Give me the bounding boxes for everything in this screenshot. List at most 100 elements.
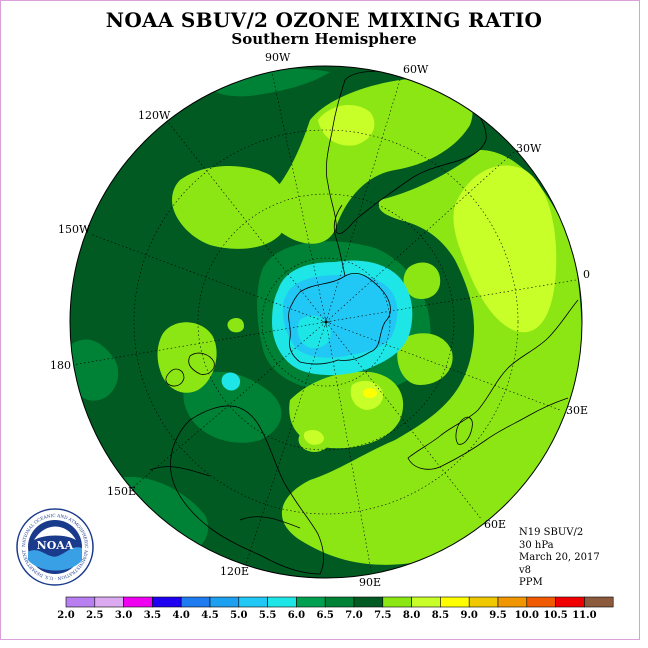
colorbar-tick-label: 6.5 <box>316 610 333 621</box>
region-cyan-inner <box>297 315 331 349</box>
region-yellow-spot <box>363 388 377 398</box>
logo-bird <box>34 526 76 540</box>
meridian-150e <box>129 321 327 491</box>
info-block: N19 SBUV/2 30 hPa March 20, 2017 v8 PPM <box>519 527 600 590</box>
colorbar-ticks: 2.0 2.5 3.0 3.5 4.0 4.5 5.0 5.5 6.0 6.5 7.0 7.5 8.0 8… <box>57 610 596 621</box>
colorbar-swatch <box>324 596 355 608</box>
lat-circle-40 <box>133 129 519 515</box>
region-light-green-small-b <box>227 318 244 333</box>
meridian-0 <box>325 278 582 323</box>
meridian-30e <box>325 321 561 411</box>
colorbar-tick-label: 3.0 <box>115 610 132 621</box>
colorbar-tick-label: 11.0 <box>572 610 596 621</box>
coast-australia <box>170 405 324 575</box>
colorbar-tick-label: 4.0 <box>172 610 189 621</box>
coast-africa <box>407 299 579 470</box>
label-180: 180 <box>50 359 71 372</box>
colorbar-swatch <box>411 596 441 608</box>
logo-wave <box>28 547 82 571</box>
meridian-90w <box>270 67 327 323</box>
label-150w: 150W <box>58 223 91 236</box>
label-120w: 120W <box>138 109 171 122</box>
colorbar-tick-label: 5.5 <box>259 610 276 621</box>
label-90w: 90W <box>265 51 291 64</box>
map-title: NOAA SBUV/2 OZONE MIXING RATIO <box>105 8 543 32</box>
region-light-green-nw <box>172 165 289 249</box>
colorbar-swatch <box>526 596 556 608</box>
graticule <box>71 67 582 577</box>
label-30e: 30E <box>566 404 588 417</box>
colorbar-swatch <box>296 596 326 608</box>
label-0: 0 <box>583 268 590 281</box>
meridian-180 <box>71 321 327 366</box>
colorbar-tick-label: 2.5 <box>86 610 103 621</box>
lat-circle-60 <box>197 193 455 451</box>
coast-peninsula <box>333 204 346 277</box>
colorbar-swatch <box>497 596 528 608</box>
colorbar-tick-label: 7.5 <box>374 610 391 621</box>
region-cyan-west <box>221 372 241 391</box>
meridian-30w <box>325 149 517 323</box>
coast-madagascar <box>455 416 473 445</box>
info-version: v8 <box>519 564 532 576</box>
info-instrument: N19 SBUV/2 <box>519 527 584 538</box>
label-60w: 60W <box>403 63 429 76</box>
colorbar-swatch <box>267 596 297 608</box>
meridian-120w <box>167 121 327 323</box>
label-150e: 150E <box>107 485 136 498</box>
label-60e: 60E <box>484 518 506 531</box>
region-light-green-small-a <box>403 262 441 300</box>
info-units: PPM <box>519 577 543 588</box>
south-pole-marker <box>322 318 330 326</box>
meridian-labels: 90W 60W 30W 120W 150W 0 180 30E 150E 60E… <box>50 51 590 589</box>
colorbar-tick-label: 4.5 <box>201 610 218 621</box>
ozone-field <box>70 66 582 578</box>
colorbar-swatch <box>180 596 211 608</box>
meridian-120e <box>245 321 327 565</box>
colorbar-swatch <box>555 596 585 608</box>
region-mid-green-west <box>70 339 119 401</box>
region-yellow-green-ne <box>453 165 557 333</box>
map-subtitle: Southern Hemisphere <box>231 30 417 48</box>
label-90e: 90E <box>359 576 381 589</box>
colorbar-tick-label: 7.0 <box>345 610 362 621</box>
colorbar-swatch <box>382 596 412 608</box>
colorbar-tick-label: 10.0 <box>515 610 539 621</box>
colorbar-swatch <box>353 596 384 608</box>
coast-new-zealand <box>188 352 215 375</box>
colorbar-tick-label: 2.0 <box>57 610 74 621</box>
colorbar-tick-label: 8.0 <box>403 610 420 621</box>
colorbar-swatch <box>209 596 240 608</box>
colorbar-swatch <box>584 596 614 608</box>
region-light-green-west <box>157 322 217 393</box>
colorbar-tick-label: 3.5 <box>144 610 161 621</box>
logo-text: NOAA <box>37 539 74 552</box>
coast-nz-north <box>165 368 185 387</box>
colorbar-tick-label: 9.5 <box>489 610 506 621</box>
region-light-green-se <box>397 333 453 385</box>
colorbar-swatch <box>238 596 268 608</box>
colorbar-tick-label: 9.0 <box>460 610 477 621</box>
colorbar-swatch <box>94 596 124 608</box>
colorbar-tick-label: 8.5 <box>432 610 449 621</box>
label-30w: 30W <box>516 142 542 155</box>
colorbar-swatch <box>123 596 153 608</box>
map-boundary <box>69 65 583 579</box>
colorbar-tick-label: 5.0 <box>230 610 247 621</box>
label-120e: 120E <box>220 565 249 578</box>
colorbar-swatches <box>65 596 614 608</box>
region-mid-green-south <box>183 371 282 443</box>
colorbar-swatch <box>65 596 96 608</box>
meridian-90e <box>325 321 373 577</box>
info-level: 30 hPa <box>519 539 554 551</box>
coast-antarctica <box>288 272 391 365</box>
lat-circle-80 <box>261 257 391 387</box>
page-frame <box>0 0 640 640</box>
region-yellow-green-small <box>303 430 324 445</box>
colorbar-tick-label: 10.5 <box>543 610 567 621</box>
colorbar-swatch <box>468 596 499 608</box>
colorbar-swatch <box>440 596 470 608</box>
